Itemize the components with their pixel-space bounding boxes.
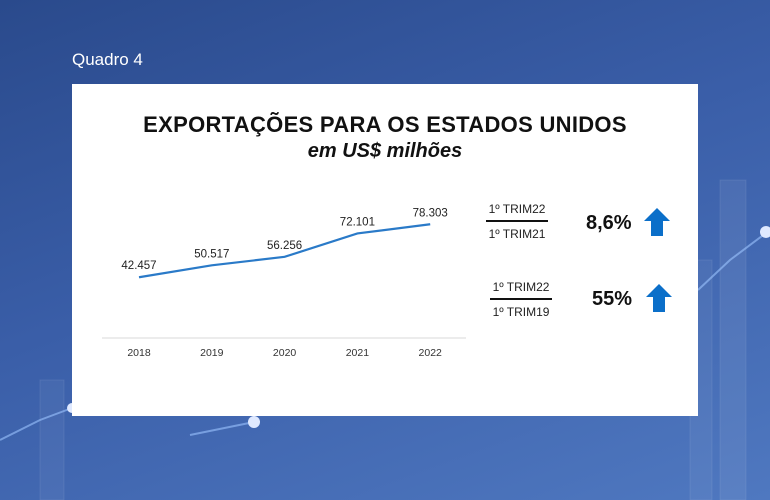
arrow-up-icon (646, 284, 672, 312)
deco-dot (760, 226, 770, 238)
denominator: 1º TRIM21 (488, 227, 546, 241)
numerator: 1º TRIM22 (492, 280, 550, 294)
line-chart: 42.457 2018 50.517 2019 56.256 2020 72.101 2021… (102, 207, 466, 359)
data-label: 42.457 (121, 260, 156, 272)
x-tick-label: 2020 (273, 347, 297, 359)
data-label: 78.303 (413, 207, 448, 219)
arrow-up-icon (644, 208, 670, 236)
x-tick-label: 2021 (346, 347, 370, 359)
chart-card: EXPORTAÇÕES PARA OS ESTADOS UNIDOS em US… (72, 84, 698, 416)
comparison-fraction-1: 1º TRIM22 1º TRIM21 (486, 202, 548, 241)
data-label: 72.101 (340, 216, 375, 228)
x-tick-label: 2022 (419, 347, 443, 359)
growth-value-1: 8,6% (586, 212, 632, 234)
x-tick-label: 2019 (200, 347, 224, 359)
chart-title: EXPORTAÇÕES PARA OS ESTADOS UNIDOS (143, 112, 627, 137)
fraction-bar (490, 298, 552, 300)
chart-subtitle: em US$ milhões (307, 140, 463, 162)
growth-value-2: 55% (592, 288, 633, 310)
x-tick-label: 2018 (127, 347, 151, 359)
numerator: 1º TRIM22 (488, 202, 546, 216)
figure-caption: Quadro 4 (72, 50, 143, 69)
denominator: 1º TRIM19 (492, 305, 550, 319)
deco-dot (248, 416, 260, 428)
comparison-fraction-2: 1º TRIM22 1º TRIM19 (490, 280, 552, 319)
data-label: 50.517 (194, 248, 229, 260)
fraction-bar (486, 220, 548, 222)
data-label: 56.256 (267, 240, 302, 252)
